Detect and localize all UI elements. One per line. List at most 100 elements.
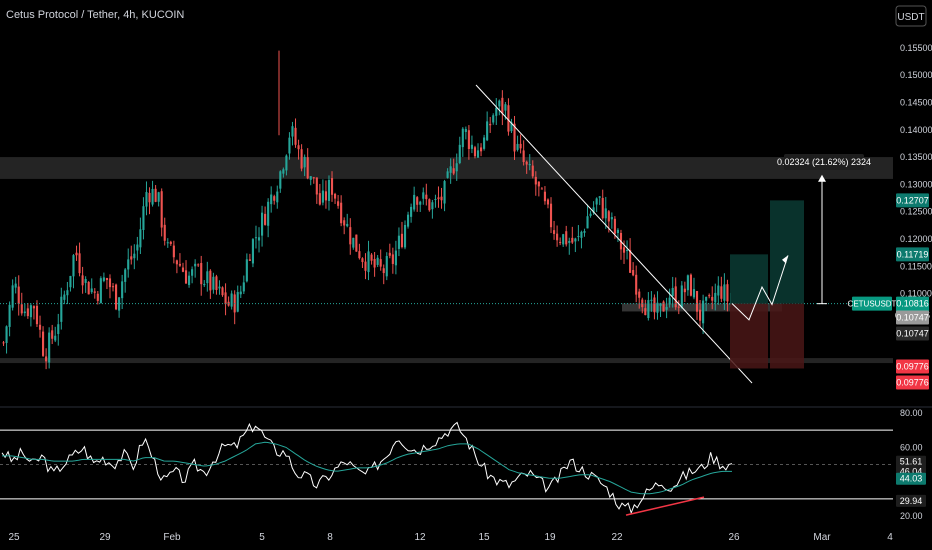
rsi-tag-r4: 29.94 [900,496,923,506]
rsi-tag-bg-r4 [896,494,926,507]
candle-body [559,241,562,243]
candle-body [136,244,139,251]
candle-body [151,188,154,205]
candle-body [124,269,127,282]
candle-body [647,300,650,319]
measure-arrowhead [818,174,826,182]
rsi-tag-bg-r1 [896,455,926,468]
price-axis-label: 0.11500 [900,261,932,271]
candle-body [522,150,525,162]
candle-body [513,123,516,152]
candle-body [382,268,385,274]
candle-body [443,181,446,204]
candle-body [644,308,647,316]
support-zone [0,358,893,364]
candle-body [723,284,726,301]
time-axis-label: Feb [163,532,181,543]
candle-body [276,191,279,203]
price-tag-target_top: 0.12707 [896,195,929,205]
candle-body [364,261,367,271]
price-axis-label: 0.11000 [900,289,932,299]
candle-body [674,286,677,308]
price-axis-label: 0.12000 [900,234,932,244]
long-stop-box-1 [730,303,768,369]
candle-body [400,233,404,248]
candle-body [8,304,11,327]
candle-body [625,250,629,252]
price-tag-bg-red1 [896,359,929,374]
candle-body [157,192,160,202]
candle-body [133,253,136,259]
candle-body [333,193,337,199]
candle-body [489,123,492,126]
chart-title: Cetus Protocol / Tether, 4h, KUCOIN [6,9,184,21]
candle-body [683,288,686,293]
rsi-layer [0,421,893,516]
time-axis-label: 26 [728,532,740,543]
rsi-tag-r1: 51.61 [900,457,923,467]
candle-body [668,297,671,305]
candle-body [288,137,291,154]
candle-body [197,264,200,266]
candle-body [111,286,115,288]
candle-body [695,291,699,312]
projection-arrowhead [782,255,788,264]
candle-body [130,256,133,260]
candle-body [96,293,99,301]
price-axis-label: 0.15500 [900,43,932,53]
candle-body [11,285,14,308]
candle-body [330,178,334,195]
candle-body [257,237,261,241]
candle-body [51,330,54,339]
candle-body [346,223,349,227]
candle-body [175,260,178,265]
candle-body [230,293,233,307]
candle-body [239,291,242,295]
price-tag-bg-stop2 [896,326,929,341]
candle-body [580,231,583,238]
candle-body [711,296,714,301]
time-axis-label: 25 [8,532,20,543]
price-tag-current: 0.10816 [896,299,929,309]
candle-body [84,278,87,283]
candle-body [251,239,255,264]
candle-body [467,130,470,149]
candle-body [245,259,248,282]
time-axis-label: 8 [327,532,333,543]
candle-body [479,147,483,152]
candle-body [656,302,659,313]
candle-body [410,206,413,217]
candle-body [178,263,182,266]
candle-body [291,126,294,137]
candle-body [93,291,96,293]
candle-body [726,284,729,302]
candle-body [121,281,124,299]
candle-body [452,168,455,174]
candle-body [69,275,72,288]
candle-body [446,171,449,178]
price-axis-label: 0.15000 [900,70,932,80]
candle-body [376,257,379,265]
candle-body [516,143,519,150]
candle-body [677,306,680,308]
candle-body [352,237,355,248]
measure-label-box[interactable]: 0.02324 (21.62%) 2324 [777,154,871,170]
currency-button-label: USDT [897,12,924,23]
candle-body [552,230,556,234]
price-tag-target_mid: 0.11719 [897,249,929,259]
candle-body [592,207,595,213]
currency-button[interactable]: USDT [895,5,927,27]
candle-body [282,169,285,174]
candle-body [519,143,522,149]
candle-body [169,241,172,244]
candle-body [260,212,264,236]
rsi-axis-label: 80.00 [900,408,923,418]
candle-body [209,270,212,291]
candle-body [26,308,29,317]
candle-body [14,283,17,288]
candle-body [114,284,118,310]
candle-body [270,194,273,205]
candle-body [470,144,474,149]
candle-body [437,197,440,200]
